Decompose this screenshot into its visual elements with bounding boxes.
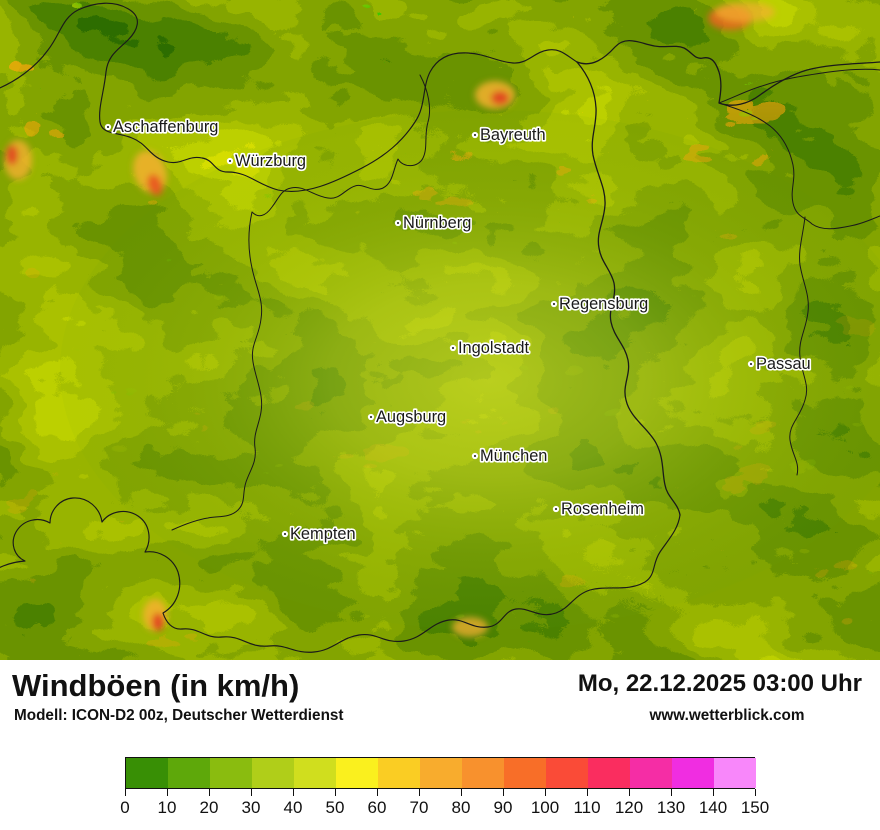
svg-text:Augsburg: Augsburg — [376, 408, 446, 426]
svg-text:Würzburg: Würzburg — [235, 152, 306, 170]
svg-text:Bayreuth: Bayreuth — [480, 126, 546, 144]
svg-text:Rosenheim: Rosenheim — [561, 500, 644, 518]
svg-text:Aschaffenburg: Aschaffenburg — [113, 118, 218, 136]
svg-text:Nürnberg: Nürnberg — [403, 214, 471, 232]
svg-text:Passau: Passau — [756, 355, 811, 373]
svg-text:Ingolstadt: Ingolstadt — [458, 339, 530, 357]
svg-text:Kempten: Kempten — [290, 525, 356, 543]
svg-text:München: München — [480, 447, 547, 465]
svg-text:Regensburg: Regensburg — [559, 295, 648, 313]
